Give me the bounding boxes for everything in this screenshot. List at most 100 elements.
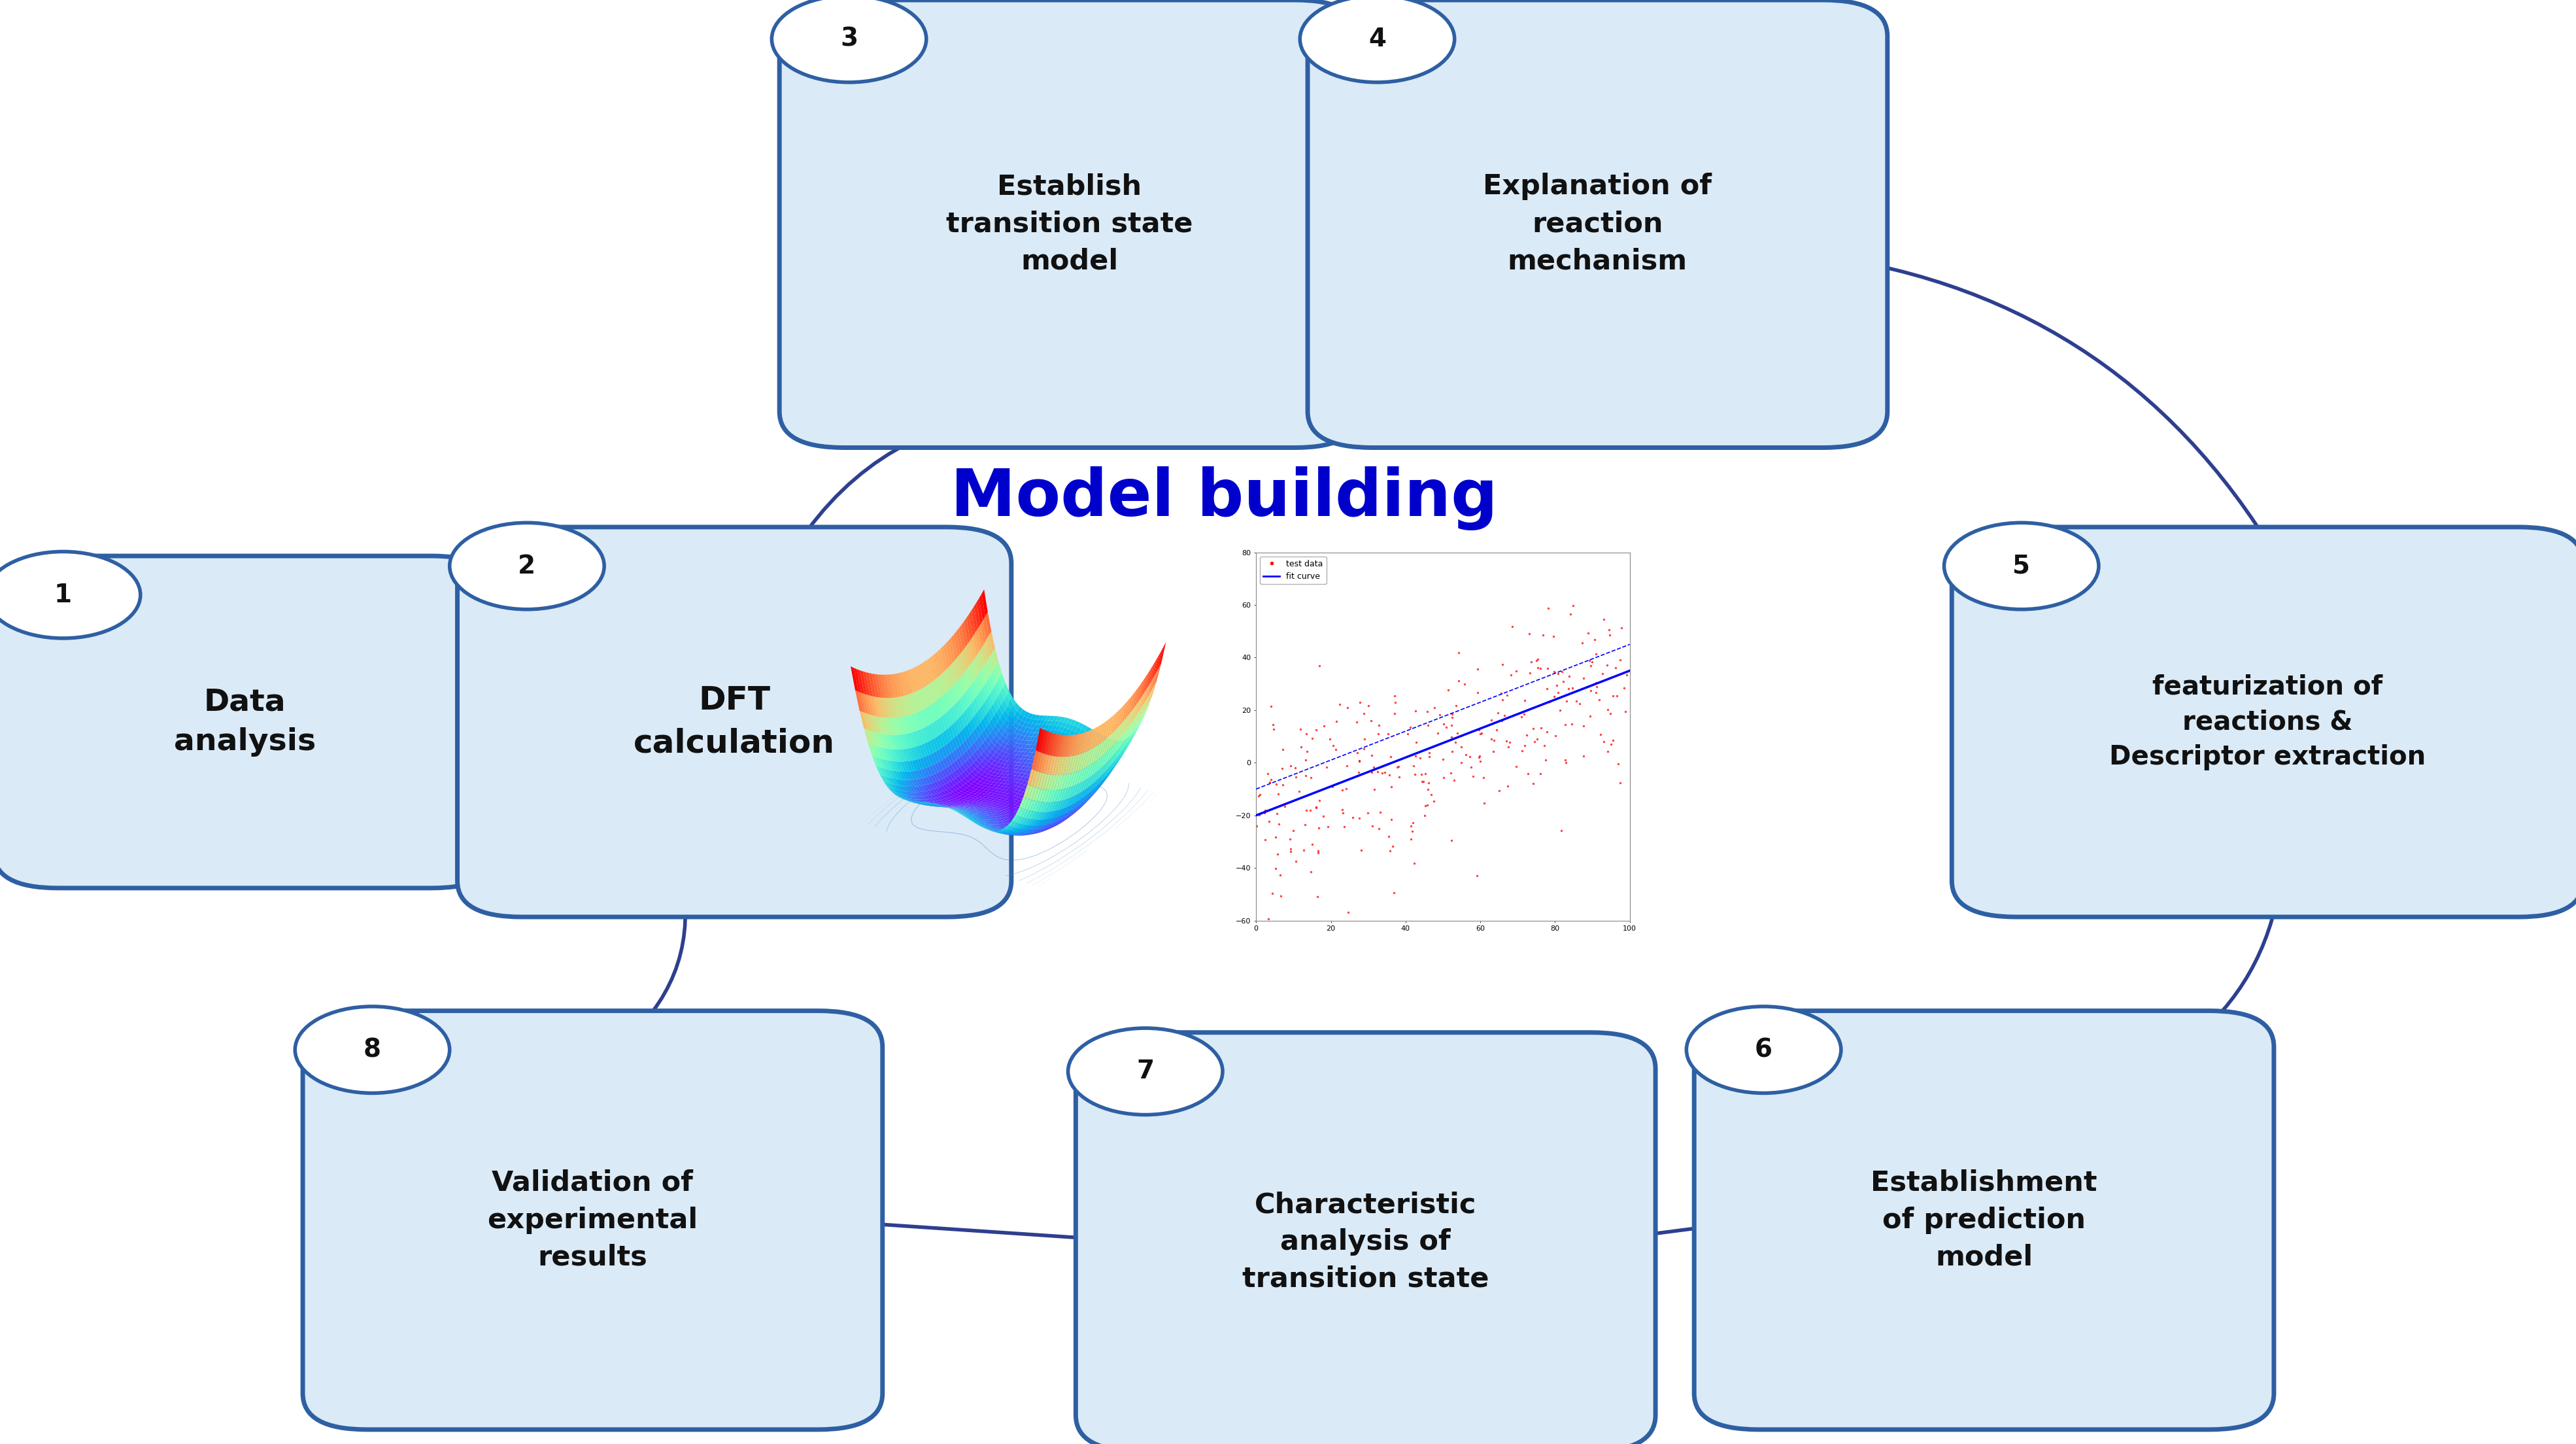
- Point: [1404, 794, 1445, 817]
- Point: [1373, 692, 1414, 715]
- Point: [1579, 723, 1620, 747]
- Point: [1595, 684, 1636, 708]
- Point: [1512, 771, 1553, 794]
- Point: [1517, 656, 1558, 679]
- Point: [1548, 677, 1589, 700]
- Point: [1546, 751, 1587, 774]
- Point: [1538, 682, 1579, 705]
- Point: [1368, 839, 1409, 862]
- Point: [1533, 684, 1574, 708]
- Point: [1445, 744, 1486, 767]
- Point: [1309, 728, 1350, 751]
- Point: [1535, 674, 1577, 697]
- FancyBboxPatch shape: [304, 1011, 881, 1430]
- Point: [1589, 702, 1631, 725]
- Point: [1602, 677, 1643, 700]
- Point: [1401, 770, 1443, 793]
- Point: [1600, 617, 1641, 640]
- Point: [1525, 748, 1566, 771]
- Point: [1605, 663, 1646, 686]
- Point: [1296, 797, 1337, 820]
- FancyBboxPatch shape: [1306, 0, 1886, 448]
- Point: [1564, 745, 1605, 768]
- Point: [1481, 709, 1522, 732]
- Point: [1280, 718, 1321, 741]
- Point: [1595, 657, 1636, 680]
- Point: [1399, 747, 1440, 770]
- Point: [1249, 695, 1291, 718]
- Point: [1520, 657, 1561, 680]
- Point: [1437, 722, 1479, 745]
- Point: [1569, 654, 1610, 677]
- Point: [1430, 713, 1471, 736]
- Point: [1340, 807, 1381, 830]
- Point: [1391, 812, 1432, 835]
- Point: [1409, 741, 1450, 764]
- Point: [1455, 657, 1497, 680]
- Point: [1257, 813, 1298, 836]
- Point: [1275, 757, 1316, 780]
- Point: [1432, 702, 1473, 725]
- Point: [1332, 806, 1373, 829]
- Point: [1528, 657, 1569, 680]
- Point: [1569, 705, 1610, 728]
- Point: [1566, 540, 1607, 563]
- Point: [1236, 814, 1278, 838]
- Point: [1497, 658, 1538, 682]
- Point: [1401, 770, 1443, 793]
- Point: [1298, 654, 1340, 677]
- Point: [1425, 716, 1466, 739]
- Point: [1370, 745, 1412, 768]
- Point: [1378, 765, 1419, 788]
- Point: [1373, 684, 1414, 708]
- FancyBboxPatch shape: [1953, 527, 2576, 917]
- Point: [1422, 767, 1463, 790]
- Point: [1461, 722, 1502, 745]
- Text: 2: 2: [518, 553, 536, 579]
- Point: [1589, 732, 1631, 755]
- Point: [1430, 739, 1471, 762]
- Point: [1406, 793, 1448, 816]
- Point: [1391, 814, 1432, 838]
- Point: [1296, 839, 1337, 862]
- Point: [1340, 749, 1381, 773]
- Text: 8: 8: [363, 1037, 381, 1063]
- Point: [1342, 702, 1383, 725]
- Point: [1285, 739, 1327, 762]
- Point: [1440, 751, 1481, 774]
- Circle shape: [296, 1006, 451, 1093]
- Point: [1592, 684, 1633, 708]
- Point: [1394, 762, 1435, 786]
- Point: [1528, 690, 1569, 713]
- Text: 1: 1: [54, 582, 72, 608]
- Text: Model building: Model building: [951, 466, 1497, 530]
- Point: [1525, 677, 1566, 700]
- Point: [1360, 801, 1401, 825]
- Point: [1582, 729, 1623, 752]
- Point: [1486, 684, 1528, 708]
- Point: [1504, 734, 1546, 757]
- Point: [1437, 670, 1479, 693]
- Point: [1347, 695, 1388, 718]
- Point: [1422, 712, 1463, 735]
- Point: [1507, 762, 1548, 786]
- Point: [1368, 825, 1409, 848]
- Point: [1321, 801, 1363, 825]
- Point: [1561, 667, 1602, 690]
- Point: [1409, 783, 1450, 806]
- Point: [1368, 764, 1409, 787]
- Point: [1244, 827, 1285, 851]
- Point: [1252, 713, 1293, 736]
- Point: [1350, 744, 1391, 767]
- Point: [1481, 689, 1522, 712]
- Point: [1520, 762, 1561, 786]
- Point: [1370, 775, 1412, 799]
- Point: [1450, 755, 1492, 778]
- Circle shape: [1942, 523, 2097, 609]
- Point: [1409, 771, 1450, 794]
- Point: [1291, 861, 1332, 884]
- Point: [1484, 703, 1525, 726]
- Text: 6: 6: [1754, 1037, 1772, 1063]
- Point: [1239, 803, 1280, 826]
- Point: [1358, 817, 1399, 840]
